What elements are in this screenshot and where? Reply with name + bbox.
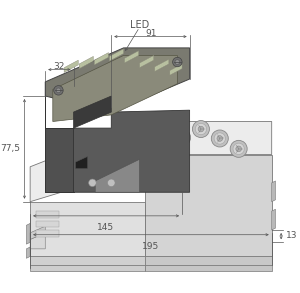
Polygon shape <box>170 64 182 75</box>
Polygon shape <box>124 51 139 63</box>
Circle shape <box>230 140 247 157</box>
Polygon shape <box>36 221 59 227</box>
Circle shape <box>172 57 182 67</box>
Circle shape <box>179 135 185 140</box>
Circle shape <box>214 133 226 144</box>
Text: 13: 13 <box>286 231 297 240</box>
Polygon shape <box>30 265 145 270</box>
Polygon shape <box>36 211 59 218</box>
Circle shape <box>175 60 180 64</box>
Circle shape <box>236 146 242 152</box>
Polygon shape <box>145 256 272 265</box>
Text: 195: 195 <box>142 242 160 251</box>
Circle shape <box>233 143 244 154</box>
Circle shape <box>211 130 228 147</box>
Polygon shape <box>145 154 272 256</box>
Polygon shape <box>30 233 45 249</box>
Circle shape <box>56 88 61 93</box>
Circle shape <box>107 179 115 187</box>
Polygon shape <box>74 96 111 128</box>
Text: LED: LED <box>130 20 149 30</box>
Text: 77,5: 77,5 <box>0 144 20 153</box>
Circle shape <box>198 126 204 132</box>
Polygon shape <box>272 181 275 202</box>
Polygon shape <box>30 226 45 239</box>
Polygon shape <box>110 49 124 61</box>
Polygon shape <box>30 256 145 265</box>
Circle shape <box>88 179 96 187</box>
Text: 32: 32 <box>54 62 65 71</box>
Circle shape <box>174 129 190 146</box>
Polygon shape <box>53 55 177 122</box>
Circle shape <box>54 86 63 95</box>
Text: 91: 91 <box>145 29 157 38</box>
Polygon shape <box>145 265 272 270</box>
Polygon shape <box>155 59 169 71</box>
Polygon shape <box>36 230 59 237</box>
Polygon shape <box>45 82 74 192</box>
Polygon shape <box>74 110 190 192</box>
Polygon shape <box>30 202 145 256</box>
Circle shape <box>195 123 207 135</box>
Circle shape <box>192 120 209 137</box>
Polygon shape <box>75 156 88 169</box>
Polygon shape <box>45 48 190 112</box>
Circle shape <box>176 132 188 143</box>
Polygon shape <box>45 128 74 192</box>
Polygon shape <box>26 223 30 244</box>
Polygon shape <box>140 55 154 68</box>
Circle shape <box>217 136 223 141</box>
Polygon shape <box>64 60 78 72</box>
Polygon shape <box>94 53 109 65</box>
Polygon shape <box>272 209 275 230</box>
Text: 145: 145 <box>97 223 114 232</box>
Polygon shape <box>79 56 93 69</box>
Polygon shape <box>30 122 272 202</box>
Polygon shape <box>95 159 140 192</box>
Polygon shape <box>26 247 30 258</box>
